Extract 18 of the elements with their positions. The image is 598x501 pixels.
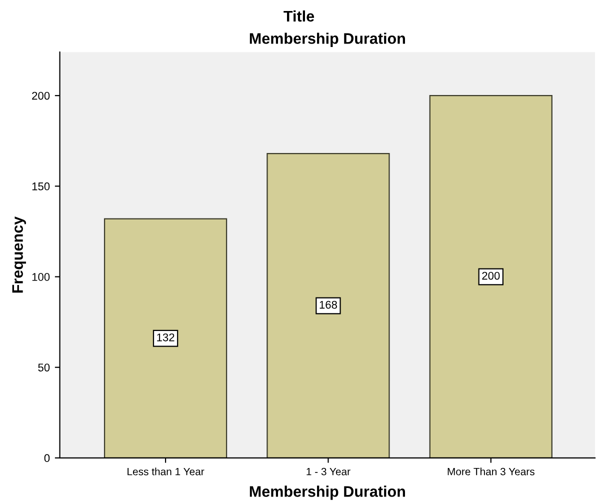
data-label: 200 <box>482 272 500 280</box>
x-axis-title: Membership Duration <box>250 486 405 500</box>
data-label: 132 <box>157 333 174 342</box>
y-tick-label: 200 <box>32 92 50 100</box>
y-axis-title: Frequency <box>12 216 26 293</box>
bar <box>429 95 552 458</box>
y-tick-label: 100 <box>32 273 50 281</box>
bar <box>104 218 228 458</box>
x-tick-label: 1 - 3 Year <box>306 468 350 476</box>
bar <box>266 153 390 458</box>
chart-subtitle: Membership Duration <box>250 32 405 47</box>
data-label: 168 <box>320 300 338 309</box>
y-tick-label: 150 <box>32 182 50 190</box>
y-tick-label: 0 <box>44 454 50 462</box>
y-tick-label: 50 <box>38 364 50 372</box>
chart-title: Title <box>284 10 314 22</box>
x-tick-label: More Than 3 Years <box>448 468 534 476</box>
x-tick-label: Less than 1 Year <box>128 468 204 476</box>
